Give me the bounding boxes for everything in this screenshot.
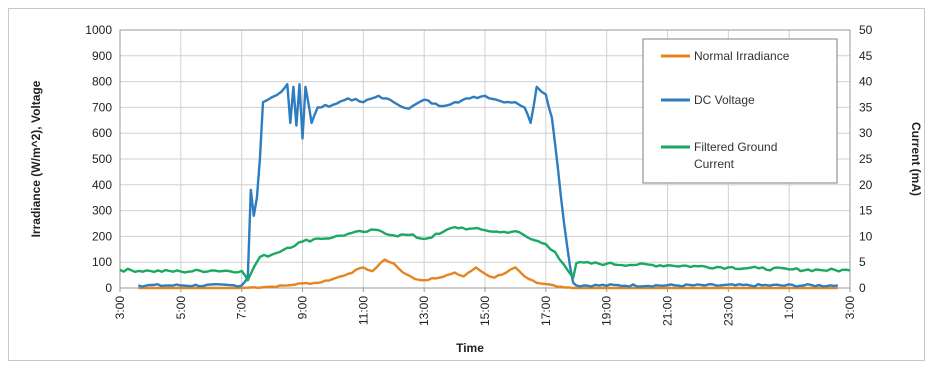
series-line-normal-irradiance [138,258,838,290]
y-right-tick-label: 30 [859,126,873,140]
y-left-tick-label: 400 [92,178,112,192]
x-tick-label: 19:00 [600,296,614,326]
y-left-tick-label: 0 [105,281,112,295]
legend-label-line-1: Filtered Ground [694,140,777,154]
y-right-tick-label: 35 [859,100,873,114]
y-left-tick-label: 1000 [85,23,112,37]
x-tick-label: 9:00 [296,296,310,320]
x-axis-title: Time [456,341,484,355]
y-right-tick-label: 15 [859,204,873,218]
x-tick-label: 11:00 [356,296,370,325]
x-tick-label: 1:00 [782,296,796,320]
legend-label-line-2: Current [694,157,735,171]
legend-box [642,38,838,184]
y-right-tick-label: 40 [859,75,873,89]
y-left-tick-label: 700 [92,100,112,114]
y-right-tick-label: 45 [859,49,873,63]
y-left-tick-label: 100 [92,255,112,269]
y-left-tick-label: 900 [92,49,112,63]
y-left-tick-label: 500 [92,152,112,166]
legend-label-dc-voltage: DC Voltage [694,93,755,107]
series-line-filtered-ground-current [119,225,851,282]
y-right-tick-label: 20 [859,178,873,192]
series-layer [119,83,851,290]
x-tick-label: 7:00 [235,296,249,320]
x-tick-label: 5:00 [174,296,188,320]
y-left-tick-label: 300 [92,204,112,218]
y-right-tick-label: 0 [859,281,866,295]
series-line-dc-voltage [137,83,838,288]
y-right-tick-label: 10 [859,229,873,243]
right-axis-ticks: 0 5 10 15 20 25 30 35 40 45 50 [859,23,873,295]
x-tick-label: 23:00 [721,296,735,326]
y-left-tick-label: 600 [92,126,112,140]
x-tick-label: 15:00 [478,296,492,326]
x-tick-label: 21:00 [661,296,675,326]
x-tick-label: 3:00 [843,296,857,320]
y-left-tick-label: 200 [92,229,112,243]
left-axis-ticks: 0 100 200 300 400 500 600 700 800 900 1000 [85,23,112,295]
x-tick-label: 13:00 [417,296,431,326]
y-right-tick-label: 5 [859,255,866,269]
x-tick-label: 17:00 [539,296,553,326]
y-right-tick-label: 50 [859,23,873,37]
y-right-tick-label: 25 [859,152,873,166]
x-axis-ticks: 3:00 5:00 7:00 9:00 11:00 13:00 15:00 17:00 19:0… [113,288,857,326]
y-axis-right-title: Current (mA) [909,122,923,196]
legend-label-normal-irradiance: Normal Irradiance [694,49,790,63]
legend: Normal Irradiance DC Voltage Filtered Gr… [642,38,838,184]
y-axis-left-title: Irradiance (W/m^2), Voltage [29,80,43,237]
legend-label-filtered-ground-current: Filtered Ground Current [694,140,781,171]
y-left-tick-label: 800 [92,75,112,89]
x-tick-label: 3:00 [113,296,127,320]
